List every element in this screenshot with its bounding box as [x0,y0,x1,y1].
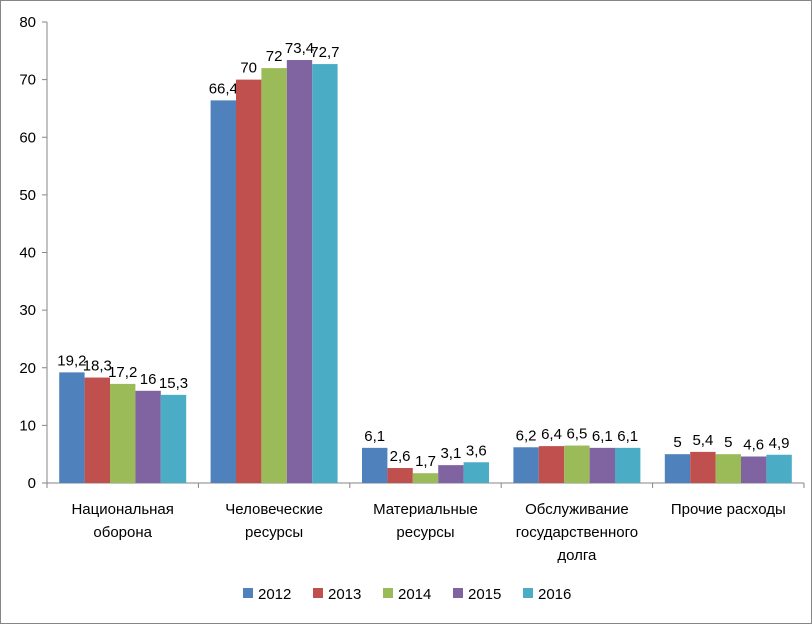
legend-label: 2016 [538,586,571,603]
y-tick-label: 0 [28,475,36,492]
bar [135,390,161,483]
bar [513,447,539,483]
data-label: 16 [140,371,157,388]
category-label: оборона [93,524,152,541]
category-label: Национальная [71,501,173,518]
category-label: Прочие расходы [671,501,786,518]
data-label: 4,9 [769,435,790,452]
bar [160,394,187,483]
data-label: 3,1 [440,445,461,462]
legend-swatch [383,588,393,598]
data-label: 66,4 [209,80,238,97]
bar [387,468,413,483]
legend-label: 2014 [398,586,431,603]
bar [286,60,313,483]
legend-swatch [453,588,463,598]
data-label: 18,3 [83,358,112,375]
bar [236,79,262,483]
legend-swatch [243,588,253,598]
data-label: 6,2 [516,427,537,444]
category-label: Материальные [373,501,478,518]
data-label: 6,1 [617,428,638,445]
y-tick-label: 60 [19,129,36,146]
data-label: 6,4 [541,426,562,443]
data-label: 6,1 [364,428,385,445]
bar [564,445,590,483]
legend-label: 2013 [328,586,361,603]
data-label: 72,7 [310,44,339,61]
bar [463,462,489,483]
legend-swatch [313,588,323,598]
y-tick-label: 50 [19,187,36,204]
bar [110,383,136,483]
bar [589,447,615,483]
data-label: 5,4 [692,432,713,449]
data-label: 19,2 [57,352,86,369]
bar [210,100,236,484]
data-label: 5 [673,434,681,451]
bar [59,372,85,483]
y-tick-label: 30 [19,302,36,319]
data-label: 72 [266,48,283,65]
data-label: 6,5 [566,426,587,443]
data-label: 15,3 [159,375,188,392]
category-label: Человеческие [225,501,323,518]
y-tick-label: 20 [19,360,36,377]
y-tick-label: 70 [19,72,36,89]
bar [84,377,110,483]
category-label: ресурсы [245,524,303,541]
data-label: 1,7 [415,453,436,470]
category-label: Обслуживание [525,501,629,518]
bar [261,68,287,483]
data-label: 73,4 [285,40,314,57]
data-label: 4,6 [743,436,764,453]
data-label: 5 [724,434,732,451]
bar [312,64,338,483]
y-tick-label: 40 [19,245,36,262]
legend-label: 2015 [468,586,501,603]
bar [715,454,741,483]
data-label: 6,1 [592,428,613,445]
bar [362,447,388,483]
data-label: 3,6 [466,442,487,459]
data-label: 17,2 [108,364,137,381]
bar [412,473,439,483]
data-label: 70 [240,60,257,77]
y-tick-label: 80 [19,14,36,31]
y-tick-label: 10 [19,417,36,434]
category-label: долга [557,547,597,564]
category-label: государственного [516,524,638,541]
bar [538,446,565,483]
bar [741,456,767,483]
bar [766,454,792,483]
category-label: ресурсы [396,524,454,541]
data-label: 2,6 [390,448,411,465]
legend-swatch [523,588,533,598]
bar [664,454,691,483]
bar [690,451,716,483]
bar [615,447,641,483]
legend-label: 2012 [258,586,291,603]
bar [438,465,464,483]
